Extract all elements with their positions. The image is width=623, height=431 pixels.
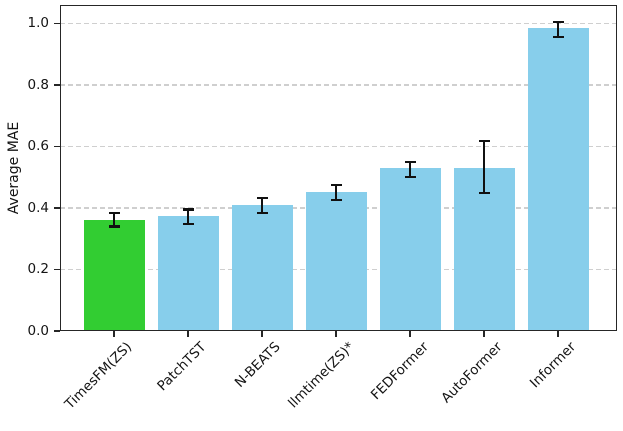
error-cap-top-AutoFormer <box>478 139 490 143</box>
x-tick-label-N-BEATS: N-BEATS <box>231 339 284 391</box>
error-cap-bottom-N-BEATS <box>256 211 268 214</box>
error-cap-bottom-llmtime(ZS)* <box>330 198 342 202</box>
error-cap-bottom-TimesFM(ZS) <box>108 225 120 228</box>
error-bar-N-BEATS <box>261 198 264 213</box>
bar-TimesFM(ZS) <box>83 219 145 331</box>
y-tick-mark-0.4 <box>54 207 60 209</box>
y-tick-label-0.6: 0.6 <box>27 138 49 155</box>
error-cap-top-N-BEATS <box>256 197 268 200</box>
gridline-0.6 <box>60 145 617 148</box>
y-tick-mark-0.2 <box>54 268 60 271</box>
bar-PatchTST <box>157 216 219 331</box>
y-tick-mark-0.0 <box>54 330 60 332</box>
error-bar-AutoFormer <box>483 140 486 193</box>
x-tick-mark-FEDFormer <box>409 331 412 337</box>
y-tick-label-0.0: 0.0 <box>27 323 49 339</box>
error-cap-top-PatchTST <box>182 208 194 211</box>
error-cap-top-Informer <box>552 20 564 23</box>
x-tick-mark-AutoFormer <box>483 331 486 337</box>
x-tick-mark-Informer <box>557 331 560 337</box>
x-tick-mark-TimesFM(ZS) <box>113 331 116 337</box>
y-tick-mark-0.6 <box>54 145 60 148</box>
error-cap-bottom-PatchTST <box>182 222 194 225</box>
error-bar-llmtime(ZS)* <box>335 184 338 200</box>
error-cap-top-TimesFM(ZS) <box>108 211 120 214</box>
x-tick-label-AutoFormer: AutoFormer <box>438 339 506 407</box>
y-tick-label-0.4: 0.4 <box>27 199 49 216</box>
plot-area <box>60 5 617 331</box>
error-bar-FEDFormer <box>409 161 412 177</box>
x-tick-label-FEDFormer: FEDFormer <box>367 339 432 404</box>
x-tick-label-PatchTST: PatchTST <box>154 339 210 395</box>
error-cap-bottom-Informer <box>552 35 564 38</box>
x-tick-label-Informer: Informer <box>527 339 580 392</box>
bar-N-BEATS <box>231 204 293 331</box>
y-tick-label-0.2: 0.2 <box>27 261 49 278</box>
x-tick-mark-N-BEATS <box>261 331 264 337</box>
error-cap-top-llmtime(ZS)* <box>330 183 342 187</box>
error-cap-bottom-AutoFormer <box>478 191 490 195</box>
bar-FEDFormer <box>379 168 441 331</box>
y-tick-label-1.0: 1.0 <box>27 15 49 32</box>
bar-Informer <box>527 28 589 331</box>
y-tick-mark-0.8 <box>54 84 60 86</box>
error-bar-PatchTST <box>187 209 190 224</box>
x-tick-mark-llmtime(ZS)* <box>335 331 338 337</box>
gridline-0.8 <box>60 84 617 86</box>
error-bar-TimesFM(ZS) <box>113 212 116 227</box>
bar-llmtime(ZS)* <box>305 192 367 331</box>
gridline-1.0 <box>60 22 617 25</box>
y-tick-label-0.8: 0.8 <box>27 76 49 93</box>
y-tick-mark-1.0 <box>54 22 60 25</box>
x-tick-label-llmtime(ZS)*: llmtime(ZS)* <box>285 339 358 412</box>
error-bar-Informer <box>557 21 560 37</box>
error-cap-top-FEDFormer <box>404 160 416 163</box>
x-tick-label-TimesFM(ZS): TimesFM(ZS) <box>62 339 136 413</box>
bar-AutoFormer <box>453 167 515 331</box>
error-cap-bottom-FEDFormer <box>404 175 416 179</box>
x-tick-mark-PatchTST <box>187 331 190 337</box>
